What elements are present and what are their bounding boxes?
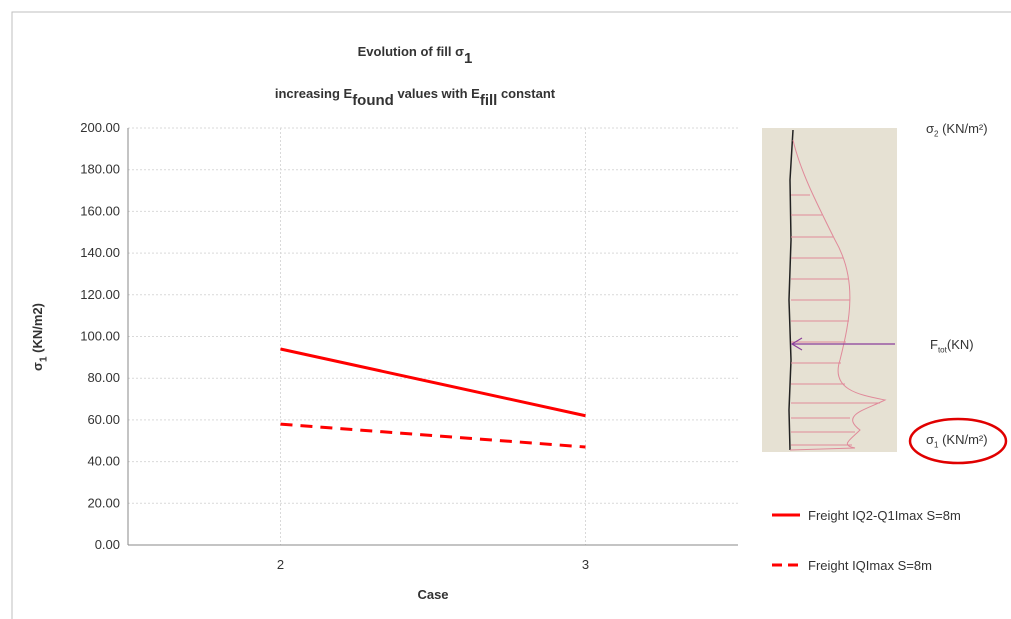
inset-label-part: (KN/m²)	[938, 432, 987, 447]
chart-title-part: fill	[480, 92, 498, 109]
inset-label: Ftot(KN)	[930, 337, 974, 355]
x-tick-label: 3	[582, 557, 589, 572]
inset-label-part: 1	[934, 441, 939, 450]
y-axis-title: σ1 (KN/m2)	[30, 303, 50, 371]
inset-label-part: σ	[926, 121, 934, 136]
legend-label: Freight IQImax S=8m	[808, 558, 932, 573]
y-tick-label: 80.00	[87, 370, 120, 385]
legend-label: Freight IQ2-Q1Imax S=8m	[808, 508, 961, 523]
y-tick-label: 180.00	[80, 162, 120, 177]
inset-hatches	[791, 194, 880, 446]
x-axis-title: Case	[417, 587, 448, 602]
y-tick-label: 160.00	[80, 203, 120, 218]
x-tick-label: 2	[277, 557, 284, 572]
chart-title: Evolution of fill σ1	[358, 44, 473, 67]
inset-label-part: F	[930, 337, 938, 352]
y-tick-label: 100.00	[80, 329, 120, 344]
inset-label: σ2 (KN/m²)	[926, 121, 988, 139]
chart-title-part: 1	[464, 50, 472, 67]
chart-title-part: constant	[497, 86, 555, 101]
y-tick-label: 140.00	[80, 245, 120, 260]
y-tick-label: 40.00	[87, 454, 120, 469]
chart-title-part: values with E	[394, 86, 480, 101]
inset-label-part: (KN/m²)	[938, 121, 987, 136]
y-tick-label: 20.00	[87, 495, 120, 510]
inset-label-part: (KN)	[947, 337, 974, 352]
y-axis-title-part: (KN/m2)	[30, 303, 45, 356]
chart-title: increasing Efound values with Efill cons…	[275, 86, 556, 109]
inset-arrow-head	[790, 337, 803, 351]
inset-label: σ1 (KN/m²)	[926, 432, 988, 450]
y-tick-label: 200.00	[80, 120, 120, 135]
y-tick-label: 0.00	[95, 537, 120, 552]
inset-label-part: tot	[938, 346, 948, 355]
inset-wall	[788, 129, 794, 451]
series-line	[280, 347, 586, 418]
chart-title-part: Evolution of fill σ	[358, 44, 464, 59]
series-line	[280, 422, 586, 449]
chart-title-part: found	[352, 92, 394, 109]
y-tick-label: 120.00	[80, 287, 120, 302]
inset-diagram	[762, 128, 1008, 465]
inset-stress-curve	[789, 139, 887, 451]
inset-label-part: 2	[934, 130, 939, 139]
y-tick-label: 60.00	[87, 412, 120, 427]
highlight-ellipse	[908, 417, 1008, 465]
chart-title-part: increasing E	[275, 86, 353, 101]
y-axis-title-part: 1	[39, 356, 50, 362]
inset-label-part: σ	[926, 432, 934, 447]
y-axis-title-part: σ	[30, 362, 45, 371]
